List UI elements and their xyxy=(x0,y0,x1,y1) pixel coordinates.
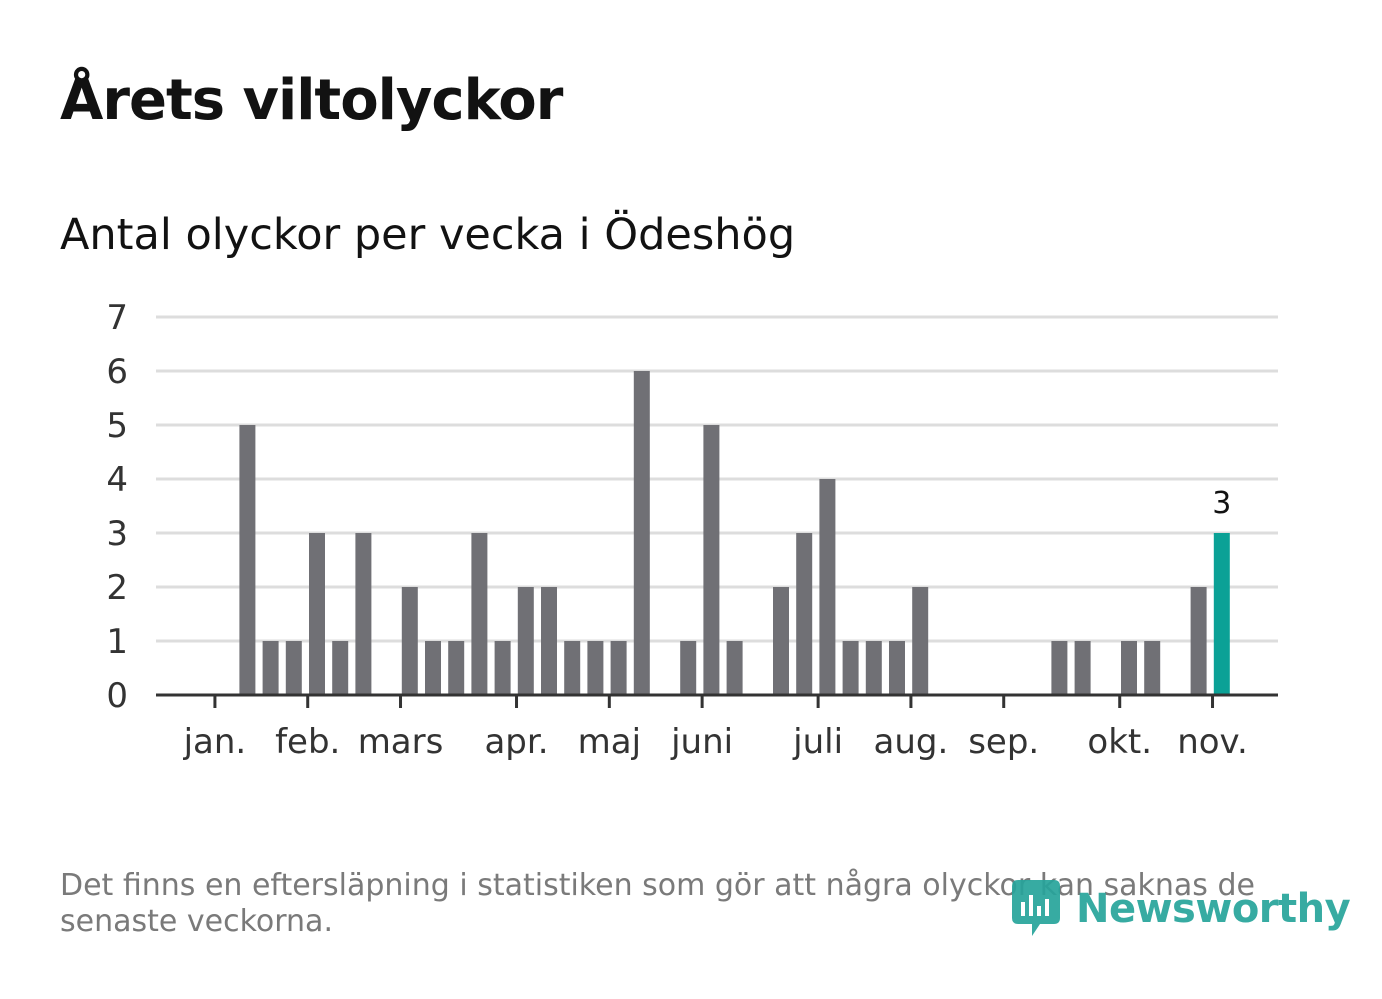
y-axis-ticks: 0 1 2 3 4 5 6 7 xyxy=(106,298,128,716)
bar xyxy=(1190,587,1207,695)
y-tick-label: 7 xyxy=(106,298,128,338)
bar xyxy=(285,641,302,695)
x-tick-label: okt. xyxy=(1087,722,1152,762)
bar xyxy=(587,641,604,695)
bar xyxy=(889,641,905,695)
chart-title: Årets viltolyckor xyxy=(60,68,563,133)
x-tick-label: juni xyxy=(670,722,733,762)
bar xyxy=(819,479,836,695)
bar xyxy=(1121,641,1137,695)
bar xyxy=(564,641,581,695)
bar xyxy=(309,533,325,695)
bar xyxy=(401,587,418,695)
bar xyxy=(1074,641,1091,695)
bar xyxy=(471,533,488,695)
x-tick-label: maj xyxy=(578,722,641,762)
bar xyxy=(1144,641,1161,695)
x-tick-label: apr. xyxy=(484,722,548,762)
x-tick-label: aug. xyxy=(874,722,949,762)
bar xyxy=(332,641,349,695)
bar xyxy=(796,533,813,695)
bar xyxy=(610,641,627,695)
y-tick-label: 0 xyxy=(106,676,128,716)
bars xyxy=(239,371,1230,695)
bar xyxy=(239,425,256,695)
bar xyxy=(726,641,743,695)
x-tick-label: feb. xyxy=(275,722,340,762)
bar xyxy=(633,371,650,695)
x-axis-ticks: jan. feb. mars apr. maj juni juli aug. sep. okt. n… xyxy=(183,695,1248,762)
bar xyxy=(494,641,511,695)
bar xyxy=(448,641,465,695)
y-tick-label: 4 xyxy=(106,460,128,500)
bar xyxy=(262,641,279,695)
x-tick-label: juli xyxy=(792,722,843,762)
x-tick-label: sep. xyxy=(968,722,1039,762)
newsworthy-logo-icon xyxy=(1012,880,1060,936)
chart-subtitle: Antal olyckor per vecka i Ödeshög xyxy=(60,210,796,260)
bar xyxy=(680,641,697,695)
x-tick-label: nov. xyxy=(1177,722,1248,762)
y-tick-label: 5 xyxy=(106,406,128,446)
bar xyxy=(1213,533,1230,695)
bar xyxy=(1051,641,1068,695)
x-tick-label: mars xyxy=(358,722,444,762)
newsworthy-logo[interactable]: Newsworthy xyxy=(1010,878,1351,940)
x-tick-label: jan. xyxy=(183,722,247,762)
value-labels: 3 xyxy=(1212,486,1231,521)
bar xyxy=(425,641,441,695)
y-tick-label: 2 xyxy=(106,568,128,608)
bar xyxy=(773,587,789,695)
y-tick-label: 1 xyxy=(106,622,128,662)
y-tick-label: 6 xyxy=(106,352,128,392)
bar xyxy=(355,533,372,695)
bar xyxy=(912,587,929,695)
bar xyxy=(541,587,557,695)
value-label: 3 xyxy=(1212,486,1231,521)
bar xyxy=(517,587,534,695)
bar xyxy=(842,641,859,695)
newsworthy-logo-text: Newsworthy xyxy=(1076,886,1351,932)
bar xyxy=(703,425,720,695)
bar xyxy=(865,641,882,695)
y-tick-label: 3 xyxy=(106,514,128,554)
